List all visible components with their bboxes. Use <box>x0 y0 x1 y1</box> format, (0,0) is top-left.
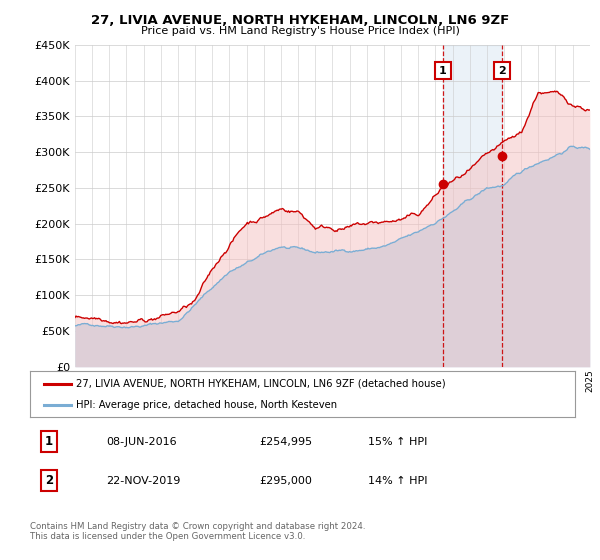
Text: 15% ↑ HPI: 15% ↑ HPI <box>368 437 427 447</box>
Text: 1: 1 <box>439 66 447 76</box>
Text: 08-JUN-2016: 08-JUN-2016 <box>106 437 177 447</box>
Text: 2: 2 <box>498 66 506 76</box>
Text: This data is licensed under the Open Government Licence v3.0.: This data is licensed under the Open Gov… <box>30 532 305 541</box>
Text: 2: 2 <box>45 474 53 487</box>
Text: 27, LIVIA AVENUE, NORTH HYKEHAM, LINCOLN, LN6 9ZF (detached house): 27, LIVIA AVENUE, NORTH HYKEHAM, LINCOLN… <box>76 379 446 389</box>
Text: HPI: Average price, detached house, North Kesteven: HPI: Average price, detached house, Nort… <box>76 400 337 410</box>
Text: 1: 1 <box>45 435 53 449</box>
Text: 22-NOV-2019: 22-NOV-2019 <box>106 476 181 486</box>
Text: £295,000: £295,000 <box>259 476 311 486</box>
Bar <box>443 45 502 367</box>
Text: 14% ↑ HPI: 14% ↑ HPI <box>368 476 427 486</box>
Text: Price paid vs. HM Land Registry's House Price Index (HPI): Price paid vs. HM Land Registry's House … <box>140 26 460 36</box>
Text: 27, LIVIA AVENUE, NORTH HYKEHAM, LINCOLN, LN6 9ZF: 27, LIVIA AVENUE, NORTH HYKEHAM, LINCOLN… <box>91 14 509 27</box>
Text: Contains HM Land Registry data © Crown copyright and database right 2024.: Contains HM Land Registry data © Crown c… <box>30 522 365 531</box>
Text: £254,995: £254,995 <box>259 437 312 447</box>
